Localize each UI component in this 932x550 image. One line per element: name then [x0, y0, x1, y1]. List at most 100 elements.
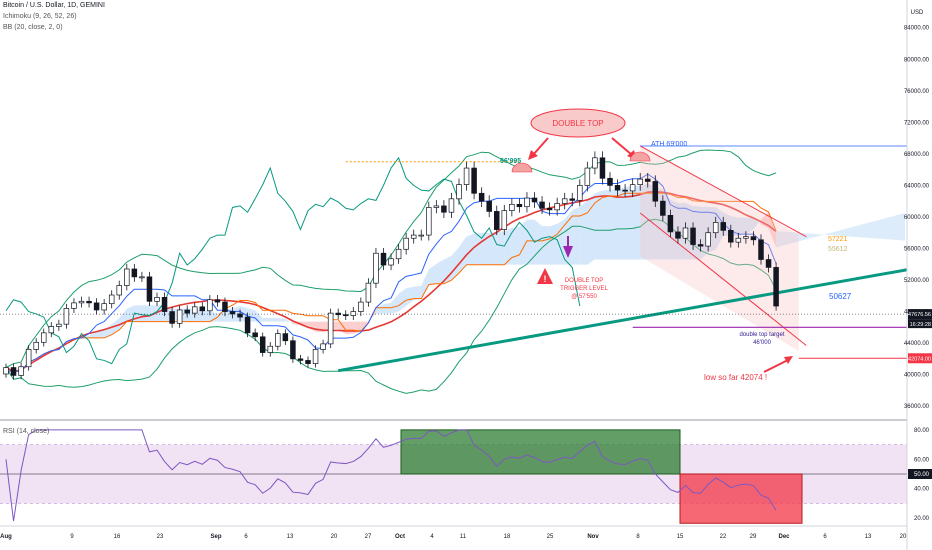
candle-body: [652, 181, 659, 202]
cloud-segment: [391, 293, 399, 314]
cloud-segment: [745, 217, 754, 234]
cloud-segment: [617, 186, 626, 260]
cloud-segment: [270, 318, 278, 322]
cloud-segment: [542, 226, 550, 265]
value-50627: 50627: [829, 292, 852, 301]
candle-body: [380, 252, 387, 266]
candle-body: [599, 157, 606, 179]
candle-body: [124, 268, 130, 286]
candle-body: [327, 312, 334, 345]
price-tick-label: 68000.00: [904, 152, 930, 158]
rsi-50-tag: 50.00: [914, 472, 930, 478]
price-tick-label: 64000.00: [904, 183, 930, 189]
countdown-tag-bg: [908, 319, 932, 329]
cloud-segment: [141, 305, 150, 322]
candle-body: [478, 192, 485, 202]
candle-body: [335, 312, 341, 316]
candle-body: [192, 306, 198, 314]
double-top-bubble: [530, 108, 626, 138]
time-tick-label: 9: [70, 534, 74, 540]
candle-body: [358, 301, 364, 312]
candle-body: [561, 198, 568, 204]
candle-body: [765, 259, 772, 268]
cloud-segment: [715, 207, 724, 250]
time-tick-label: 16: [114, 534, 121, 540]
price-axis-unit: USD: [911, 10, 924, 16]
candle-body: [18, 366, 24, 376]
cloud-segment: [428, 263, 437, 285]
cloud-segment: [610, 189, 618, 260]
candle-body: [418, 234, 425, 237]
candle-body: [282, 333, 289, 342]
time-tick-label: Nov: [587, 534, 599, 540]
cloud-segment: [421, 269, 429, 299]
candle-body: [33, 341, 39, 350]
candle-body: [712, 222, 719, 234]
candle-body: [546, 207, 553, 211]
cloud-segment: [383, 302, 392, 314]
target-text-line: double top target: [739, 332, 784, 338]
candle-body: [403, 237, 409, 250]
candle-body: [697, 244, 704, 247]
candle-body: [728, 229, 734, 243]
cloud-segment: [375, 304, 384, 314]
candle-body: [222, 301, 228, 312]
candle-body: [63, 308, 70, 325]
candle-body: [735, 237, 742, 243]
candle-body: [116, 285, 122, 296]
time-tick-label: 6: [244, 534, 248, 540]
candle-body: [758, 239, 764, 260]
time-tick-label: 4: [430, 534, 434, 540]
current-price-tag-bg: [908, 309, 932, 320]
time-tick-label: 6: [823, 534, 827, 540]
target-text-line: 46'000: [753, 340, 771, 346]
current-price-tag: 47676.56: [908, 312, 931, 318]
candle-body: [577, 185, 583, 201]
cloud-segment: [640, 183, 648, 260]
channel-lower: [639, 212, 807, 346]
candle-body: [305, 360, 311, 364]
candle-body: [667, 215, 674, 233]
cloud-segment: [406, 286, 414, 307]
trigger-text-line: DOUBLE TOP: [565, 278, 603, 284]
kijun-line: [5, 192, 777, 372]
candle-body: [463, 167, 470, 185]
candle-body: [154, 297, 160, 302]
top1-value: 66'995: [500, 158, 521, 165]
time-tick-label: Aug: [0, 534, 12, 540]
candle-body: [569, 198, 575, 201]
candle-body: [252, 332, 258, 338]
time-tick-label: 20: [331, 534, 338, 540]
value-57221: 57221: [828, 236, 848, 243]
cloud-segment: [202, 310, 210, 322]
candle-body: [441, 205, 447, 213]
candle-body: [486, 200, 492, 212]
ichimoku-legend: Ichimoku (9, 26, 52, 26): [3, 13, 77, 20]
price-tick-label: 72000.00: [904, 120, 930, 126]
candle-body: [644, 178, 651, 182]
price-tick-label: 60000.00: [904, 215, 930, 221]
annotations: DOUBLE TOP 66'995 ATH 69'000! DOUBLE TOP TRI…: [500, 108, 852, 382]
time-tick-label: 20: [900, 534, 907, 540]
arrow-right: [611, 137, 633, 156]
cloud-segment: [504, 228, 512, 265]
candle-body: [101, 303, 107, 311]
cloud-segment: [466, 233, 475, 265]
rsi-green-box: [400, 429, 681, 475]
candle-body: [365, 282, 372, 303]
time-tick-label: 27: [365, 534, 372, 540]
candle-body: [629, 184, 636, 192]
bb-lower: [5, 218, 777, 394]
cloud-segment: [534, 219, 543, 265]
candle-body: [86, 300, 92, 304]
cloud-segment: [738, 217, 746, 236]
cloud-segment: [119, 308, 127, 330]
time-tick-label: 13: [287, 534, 294, 540]
candle-body: [494, 211, 500, 230]
cloud-segment: [549, 223, 558, 265]
candle-body: [169, 311, 175, 324]
low-arrow: [763, 359, 789, 373]
candle-body: [237, 313, 243, 318]
candle-body: [614, 185, 621, 191]
